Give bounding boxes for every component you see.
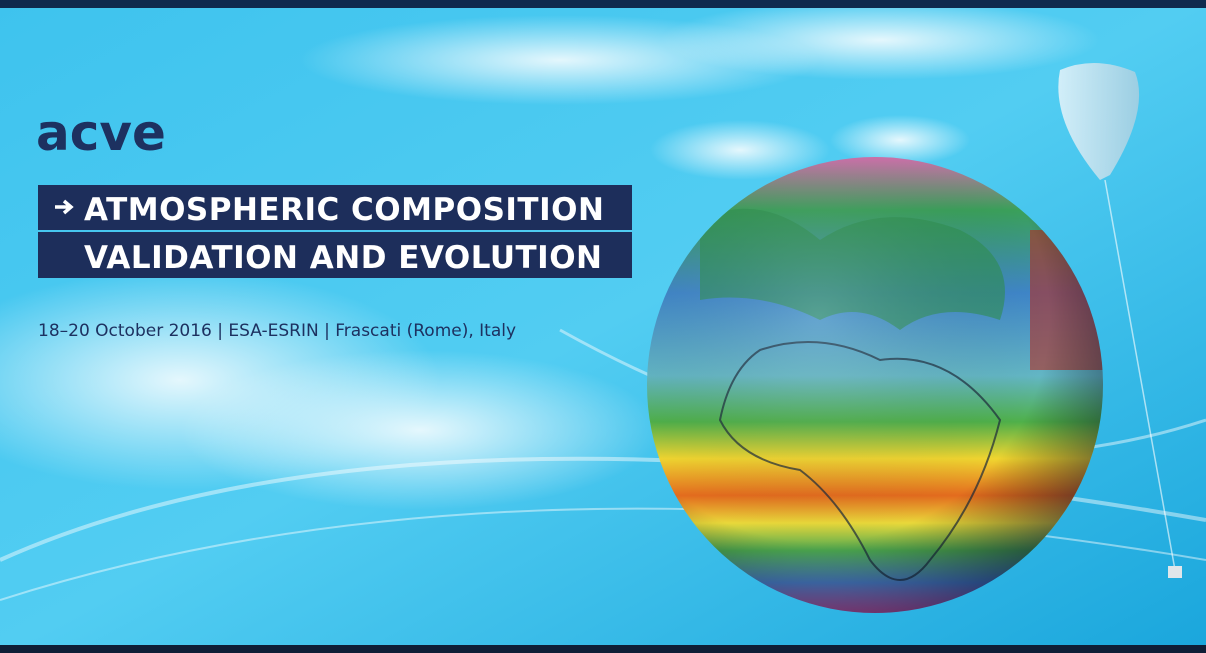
top-border: [0, 0, 1206, 8]
title-line: ATMOSPHERIC COMPOSITION: [84, 192, 604, 228]
balloon: [1058, 62, 1182, 578]
title-box: [38, 232, 632, 278]
brand: acve: [36, 104, 166, 162]
title-box: [38, 185, 632, 230]
title-line: VALIDATION AND EVOLUTION: [84, 240, 603, 276]
bottom-border: [0, 645, 1206, 653]
arrow-icon: [55, 199, 74, 215]
event-details: 18–20 October 2016 | ESA-ESRIN | Frascat…: [38, 321, 516, 341]
clouds: [0, 0, 1100, 510]
